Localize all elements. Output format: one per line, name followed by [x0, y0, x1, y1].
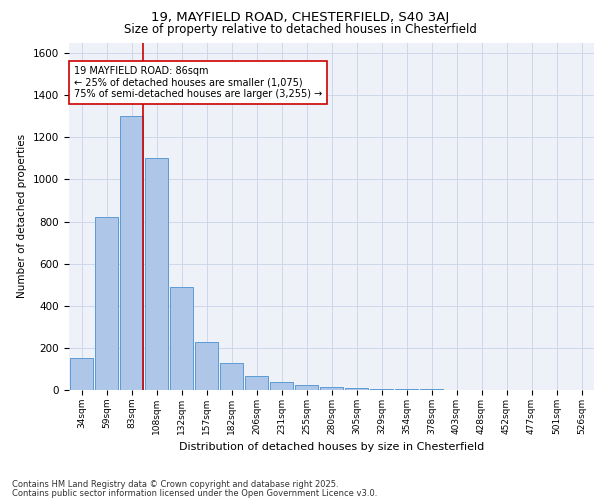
Bar [320, 387, 343, 390]
Y-axis label: Number of detached properties: Number of detached properties [17, 134, 28, 298]
Bar [245, 376, 268, 390]
Bar [395, 389, 418, 390]
Bar [295, 384, 319, 390]
Bar [145, 158, 169, 390]
Bar [70, 358, 94, 390]
Bar [269, 382, 293, 390]
Bar [119, 116, 143, 390]
Text: Contains HM Land Registry data © Crown copyright and database right 2025.: Contains HM Land Registry data © Crown c… [12, 480, 338, 489]
Text: Size of property relative to detached houses in Chesterfield: Size of property relative to detached ho… [124, 22, 476, 36]
Bar [194, 342, 218, 390]
Text: Contains public sector information licensed under the Open Government Licence v3: Contains public sector information licen… [12, 488, 377, 498]
Bar [170, 287, 193, 390]
Bar [370, 388, 394, 390]
Bar [344, 388, 368, 390]
Bar [220, 362, 244, 390]
Text: 19, MAYFIELD ROAD, CHESTERFIELD, S40 3AJ: 19, MAYFIELD ROAD, CHESTERFIELD, S40 3AJ [151, 11, 449, 24]
X-axis label: Distribution of detached houses by size in Chesterfield: Distribution of detached houses by size … [179, 442, 484, 452]
Bar [95, 218, 118, 390]
Text: 19 MAYFIELD ROAD: 86sqm
← 25% of detached houses are smaller (1,075)
75% of semi: 19 MAYFIELD ROAD: 86sqm ← 25% of detache… [74, 66, 322, 99]
